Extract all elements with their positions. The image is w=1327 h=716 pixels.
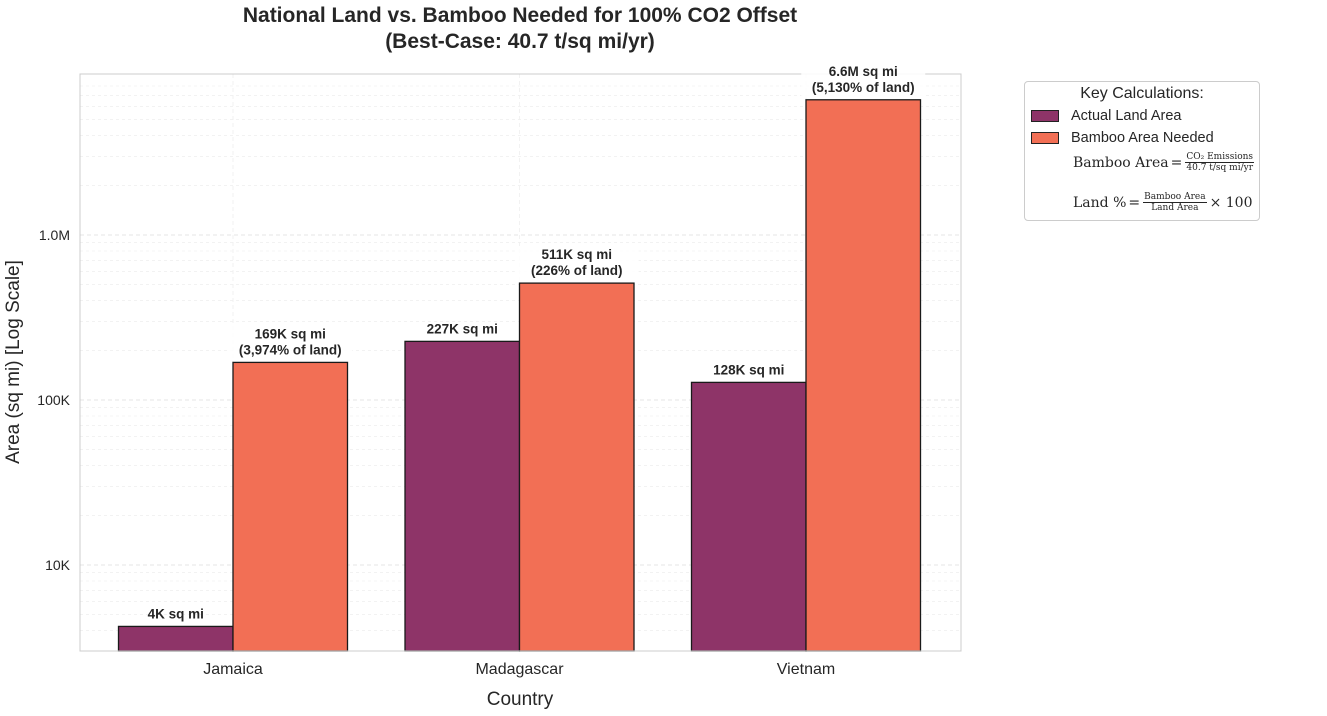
legend-label-bamboo-needed: Bamboo Area Needed <box>1071 130 1214 146</box>
legend-swatch-bamboo-needed <box>1031 132 1059 144</box>
legend-formula-land-percent: Land % = Bamboo Area Land Area × 100 <box>1073 192 1252 213</box>
y-tick-label: 10K <box>45 557 71 573</box>
formula-land-denominator: Land Area <box>1151 203 1199 213</box>
bar-bamboo-needed-vietnam <box>805 99 922 652</box>
bar-value-label: 128K sq mi <box>713 362 784 377</box>
y-tick-labels: 10K 100K 1.0M <box>37 227 70 573</box>
chart-title-line-2: (Best-Case: 40.7 t/sq mi/yr) <box>385 30 655 53</box>
bar-value-label: 6.6M sq mi <box>829 64 898 79</box>
bar-value-label: 511K sq mi <box>541 247 612 262</box>
y-tick-label: 1.0M <box>39 227 70 243</box>
formula-land-fraction: Bamboo Area Land Area <box>1143 192 1207 213</box>
y-axis-label: Area (sq mi) [Log Scale] <box>3 260 24 464</box>
formula-land-lhs: Land % <box>1073 194 1127 211</box>
y-tick-label: 100K <box>37 392 70 408</box>
bar-actual-land-vietnam <box>690 381 807 652</box>
bar-value-label: (3,974% of land) <box>239 342 342 357</box>
formula-bamboo-numerator: CO₂ Emissions <box>1185 152 1255 163</box>
bar-actual-land-madagascar <box>404 340 521 652</box>
bar-value-label: 169K sq mi <box>255 326 326 341</box>
bar-bamboo-needed-madagascar <box>518 282 635 652</box>
chart-title: National Land vs. Bamboo Needed for 100%… <box>243 4 797 53</box>
formula-land-numerator: Bamboo Area <box>1143 192 1207 203</box>
formula-bamboo-eq: = <box>1170 154 1183 171</box>
bar-label-bg <box>228 325 353 361</box>
x-tick-label: Jamaica <box>203 661 263 678</box>
bar-value-label: (5,130% of land) <box>812 80 915 95</box>
bar-actual-land-jamaica <box>117 625 234 652</box>
bar-labels: 4K sq mi 169K sq mi(3,974% of land) 227K s… <box>148 62 926 621</box>
bar-value-label: (226% of land) <box>531 263 623 278</box>
x-axis-label: Country <box>487 689 554 710</box>
formula-bamboo-lhs: Bamboo Area <box>1073 154 1169 171</box>
x-tick-label: Madagascar <box>475 661 564 678</box>
bars <box>117 99 922 652</box>
legend-item-bamboo-needed: Bamboo Area Needed <box>1031 129 1214 147</box>
x-tick-labels: Jamaica Madagascar Vietnam <box>203 661 835 678</box>
formula-land-eq: = <box>1128 194 1141 211</box>
formula-land-tail: × 100 <box>1209 194 1253 211</box>
bar-value-label: 4K sq mi <box>148 606 204 621</box>
bar-value-label: 227K sq mi <box>427 321 498 336</box>
legend-label-actual-land: Actual Land Area <box>1071 108 1182 124</box>
formula-bamboo-fraction: CO₂ Emissions 40.7 t/sq mi/yr <box>1185 152 1255 173</box>
legend-formula-bamboo-area: Bamboo Area = CO₂ Emissions 40.7 t/sq mi… <box>1073 152 1257 173</box>
bar-label-bg <box>801 62 926 98</box>
legend-swatch-actual-land <box>1031 110 1059 122</box>
legend-title: Key Calculations: <box>1080 85 1204 102</box>
legend-item-actual-land: Actual Land Area <box>1031 107 1181 125</box>
bar-label-bg <box>514 246 639 282</box>
chart-title-line-1: National Land vs. Bamboo Needed for 100%… <box>243 4 797 27</box>
bar-bamboo-needed-jamaica <box>232 361 349 652</box>
legend: Key Calculations: Actual Land Area Bambo… <box>1024 81 1260 221</box>
formula-bamboo-denominator: 40.7 t/sq mi/yr <box>1186 163 1253 173</box>
x-tick-label: Vietnam <box>777 661 835 678</box>
plot-frame <box>79 73 962 652</box>
